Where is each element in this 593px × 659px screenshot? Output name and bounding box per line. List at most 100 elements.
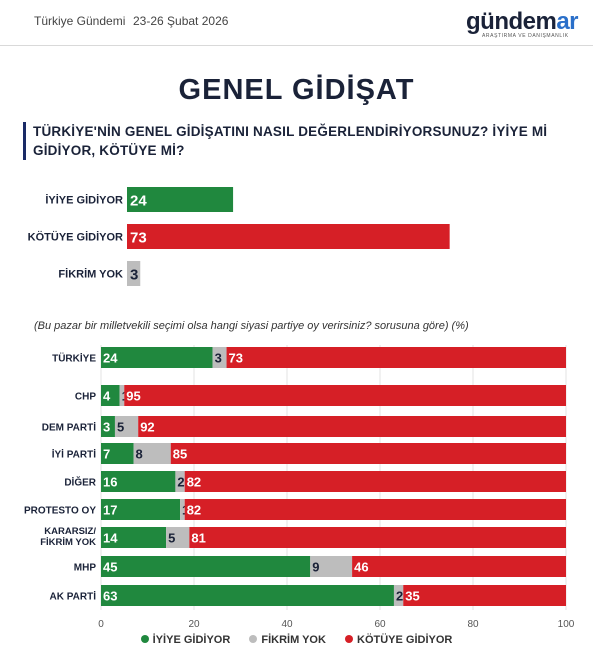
bar-segment-mhp-kötüye-gi-di-yor [352,556,566,577]
data-label-türki-ye-fi-kri-m-yok: 3 [215,351,222,366]
data-label-dem-parti-fi-kri-m-yok: 5 [117,420,124,435]
bar-segment-mhp-fi-kri-m-yok [310,556,353,577]
row-label-kararsiz-fi-kri-m-yok-line2: FİKRİM YOK [40,537,96,548]
data-label-di-ğer-kötüye-gi-di-yor: 82 [187,475,201,490]
legend-label: FİKRİM YOK [261,634,326,646]
row-label-mhp: MHP [74,563,97,574]
bar-segment-di-ğer-kötüye-gi-di-yor [184,471,566,492]
x-tick-label-60: 60 [374,619,386,630]
logo-accent: ar [556,8,579,35]
bar-i-yi-ye-gi-di-yor [127,187,234,212]
data-label-i-yi-parti-i-yi-ye-gi-di-yor: 7 [103,447,110,462]
row-label-di-ğer: DİĞER [64,476,96,489]
bar-segment-protesto-oy-kötüye-gi-di-yor [184,499,566,520]
data-label-dem-parti-i-yi-ye-gi-di-yor: 3 [103,420,110,435]
logo-main: gündem [466,8,557,35]
bar-segment-türki-ye-kötüye-gi-di-yor [226,347,567,368]
legend-item-iyiye: İYİYE GİDİYOR [140,634,231,646]
chart-legend: İYİYE GİDİYOR FİKRİM YOK KÖTÜYE GİDİYOR [0,634,593,646]
legend-item-kotuye: KÖTÜYE GİDİYOR [345,634,452,646]
header-date: 23-26 Şubat 2026 [133,14,229,28]
data-label-dem-parti-kötüye-gi-di-yor: 92 [140,420,154,435]
bar-segment-kararsiz-fi-kri-m-yok-i-yi-ye-gi-di-yor [101,527,167,548]
data-label-mhp-kötüye-gi-di-yor: 46 [354,560,368,575]
bar-segment-dem-parti-fi-kri-m-yok [114,416,139,437]
bar-segment-kararsiz-fi-kri-m-yok-kötüye-gi-di-yor [189,527,566,548]
data-label-chp-kötüye-gi-di-yor: 95 [126,389,140,404]
value-label-kötüye-gi-di-yor: 73 [130,230,147,247]
bar-segment-di-ğer-i-yi-ye-gi-di-yor [101,471,176,492]
data-label-türki-ye-i-yi-ye-gi-di-yor: 24 [103,351,118,366]
bar-segment-kararsiz-fi-kri-m-yok-fi-kri-m-yok [166,527,190,548]
x-tick-label-20: 20 [188,619,200,630]
logo-wordmark: gündemar [466,8,579,36]
brand-title: Türkiye Gündemi [34,14,126,28]
bar-segment-ak-parti-i-yi-ye-gi-di-yor [101,585,394,606]
bar-segment-türki-ye-i-yi-ye-gi-di-yor [101,347,213,368]
bar-segment-dem-parti-kötüye-gi-di-yor [138,416,566,437]
category-label-fi-kri-m-yok: FİKRİM YOK [58,268,123,281]
category-label-kötüye-gi-di-yor: KÖTÜYE GİDİYOR [28,231,123,244]
x-tick-label-0: 0 [98,619,104,630]
data-label-kararsiz-fi-kri-m-yok-fi-kri-m-yok: 5 [168,531,175,546]
bar-segment-chp-kötüye-gi-di-yor [124,385,566,406]
x-tick-label-80: 80 [467,619,479,630]
bar-kötüye-gi-di-yor [127,224,450,249]
data-label-mhp-fi-kri-m-yok: 9 [312,560,319,575]
bar-segment-chp-fi-kri-m-yok [119,385,125,406]
row-label-türki-ye: TÜRKİYE [52,352,96,365]
row-label-i-yi-parti: İYİ PARTİ [52,448,96,461]
bar-segment-protesto-oy-fi-kri-m-yok [180,499,185,520]
data-label-di-ğer-fi-kri-m-yok: 2 [177,475,184,490]
party-breakdown-note: (Bu pazar bir milletvekili seçimi olsa h… [34,320,469,332]
bar-segment-i-yi-parti-fi-kri-m-yok [133,443,171,464]
bar-segment-ak-parti-fi-kri-m-yok [393,585,404,606]
data-label-ak-parti-i-yi-ye-gi-di-yor: 63 [103,589,117,604]
data-label-kararsiz-fi-kri-m-yok-i-yi-ye-gi-di-yor: 14 [103,531,118,546]
data-label-i-yi-parti-kötüye-gi-di-yor: 85 [173,447,187,462]
legend-label: İYİYE GİDİYOR [152,634,231,646]
legend-dot-icon [249,635,258,643]
page-title: GENEL GİDİŞAT [178,74,415,106]
data-label-di-ğer-i-yi-ye-gi-di-yor: 16 [103,475,117,490]
gundemar-logo: gündemar ARAŞTIRMA VE DANIŞMANLIK [466,8,579,42]
data-label-mhp-i-yi-ye-gi-di-yor: 45 [103,560,117,575]
bar-fi-kri-m-yok [127,261,141,286]
bar-segment-i-yi-parti-kötüye-gi-di-yor [170,443,566,464]
value-label-fi-kri-m-yok: 3 [130,267,138,284]
data-label-türki-ye-kötüye-gi-di-yor: 73 [229,351,243,366]
legend-dot-icon [140,635,149,643]
bar-segment-ak-parti-kötüye-gi-di-yor [403,585,566,606]
bar-segment-dem-parti-i-yi-ye-gi-di-yor [101,416,115,437]
header: Türkiye Gündemi 23-26 Şubat 2026 gündema… [0,0,593,45]
question-accent-bar [23,122,26,160]
x-tick-label-100: 100 [558,619,575,630]
bar-segment-chp-i-yi-ye-gi-di-yor [101,385,120,406]
header-divider [0,45,593,46]
data-label-chp-i-yi-ye-gi-di-yor: 4 [103,389,111,404]
data-label-protesto-oy-kötüye-gi-di-yor: 82 [187,503,201,518]
category-label-i-yi-ye-gi-di-yor: İYİYE GİDİYOR [45,194,123,207]
data-label-ak-parti-fi-kri-m-yok: 2 [396,589,403,604]
data-label-i-yi-parti-fi-kri-m-yok: 8 [136,447,143,462]
legend-label: KÖTÜYE GİDİYOR [357,634,453,646]
overall-chart: İYİYE GİDİYOR 24 KÖTÜYE GİDİYOR 73 FİKRİM YO… [28,187,450,286]
row-label-ak-parti: AK PARTİ [50,590,97,603]
row-label-dem-parti: DEM PARTİ [42,421,96,434]
bar-segment-i-yi-parti-i-yi-ye-gi-di-yor [101,443,134,464]
bar-segment-di-ğer-fi-kri-m-yok [175,471,185,492]
legend-dot-icon [345,635,353,643]
value-label-i-yi-ye-gi-di-yor: 24 [130,193,147,210]
legend-item-fikrim-yok: FİKRİM YOK [249,634,326,646]
row-label-protesto-oy: PROTESTO OY [24,506,96,517]
x-tick-label-40: 40 [281,619,293,630]
bar-segment-mhp-i-yi-ye-gi-di-yor [101,556,311,577]
data-label-ak-parti-kötüye-gi-di-yor: 35 [405,589,419,604]
survey-question: TÜRKİYE'NİN GENEL GİDİŞATINI NASIL DEĞER… [33,124,548,158]
logo-subtitle: ARAŞTIRMA VE DANIŞMANLIK [482,33,569,39]
bar-segment-türki-ye-fi-kri-m-yok [212,347,227,368]
bar-segment-protesto-oy-i-yi-ye-gi-di-yor [101,499,181,520]
data-label-protesto-oy-i-yi-ye-gi-di-yor: 17 [103,503,117,518]
data-label-kararsiz-fi-kri-m-yok-kötüye-gi-di-yor: 81 [191,531,205,546]
